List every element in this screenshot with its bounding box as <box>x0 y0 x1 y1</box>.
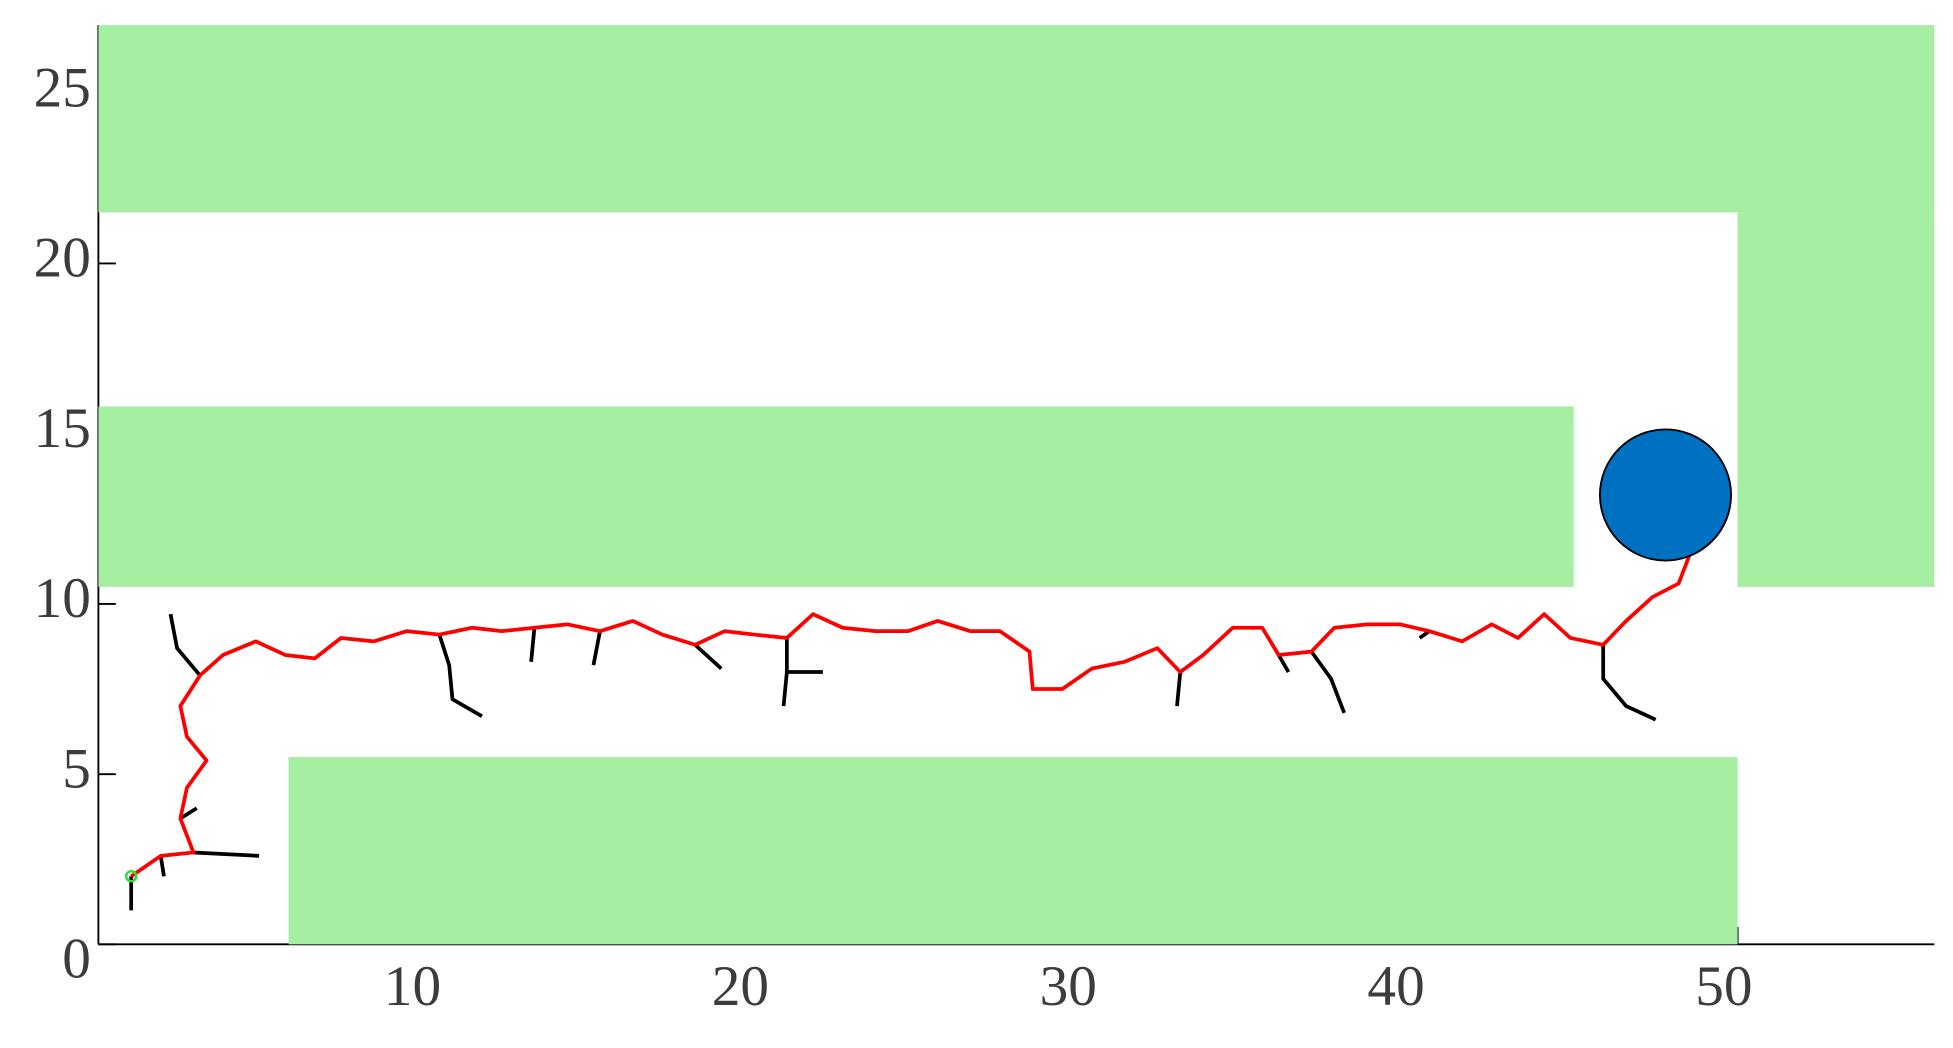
tree-branch <box>781 637 789 707</box>
tree-branch <box>1175 671 1183 707</box>
tree-branch <box>179 806 198 820</box>
y-tick-label: 0 <box>62 927 91 990</box>
tree-branch <box>529 627 537 662</box>
tree-branch <box>193 850 260 858</box>
obstacles <box>98 25 1935 945</box>
tree-branch <box>437 633 483 718</box>
x-tick-label: 10 <box>384 955 441 1018</box>
solution-path <box>130 548 1694 878</box>
x-tick-label: 40 <box>1367 955 1424 1018</box>
tree-branch <box>168 613 202 677</box>
tree <box>129 613 1657 911</box>
y-tick-label: 25 <box>34 56 91 119</box>
x-tick-label: 30 <box>1040 955 1097 1018</box>
obstacle <box>98 406 1574 587</box>
tree-branch <box>1601 644 1657 722</box>
obstacle <box>1737 212 1935 587</box>
tree-branch <box>693 643 723 670</box>
x-tick-label: 20 <box>712 955 769 1018</box>
y-tick-label: 5 <box>62 737 91 800</box>
x-tick-label: 50 <box>1695 955 1752 1018</box>
path-layer <box>124 428 1732 883</box>
start <box>124 870 138 883</box>
goal <box>1598 428 1732 562</box>
tick-labels: 0 5 10 15 20 25 10 20 30 40 50 <box>34 56 1753 1017</box>
obstacle <box>288 757 1738 945</box>
y-tick-label: 10 <box>34 567 91 630</box>
y-tick-label: 20 <box>34 227 91 290</box>
tree-branch <box>591 630 602 666</box>
tree-branch <box>158 855 166 877</box>
obstacle <box>98 25 1935 213</box>
tree-branch <box>1309 650 1346 714</box>
tree-branch <box>1277 654 1291 673</box>
y-tick-label: 15 <box>34 397 91 460</box>
